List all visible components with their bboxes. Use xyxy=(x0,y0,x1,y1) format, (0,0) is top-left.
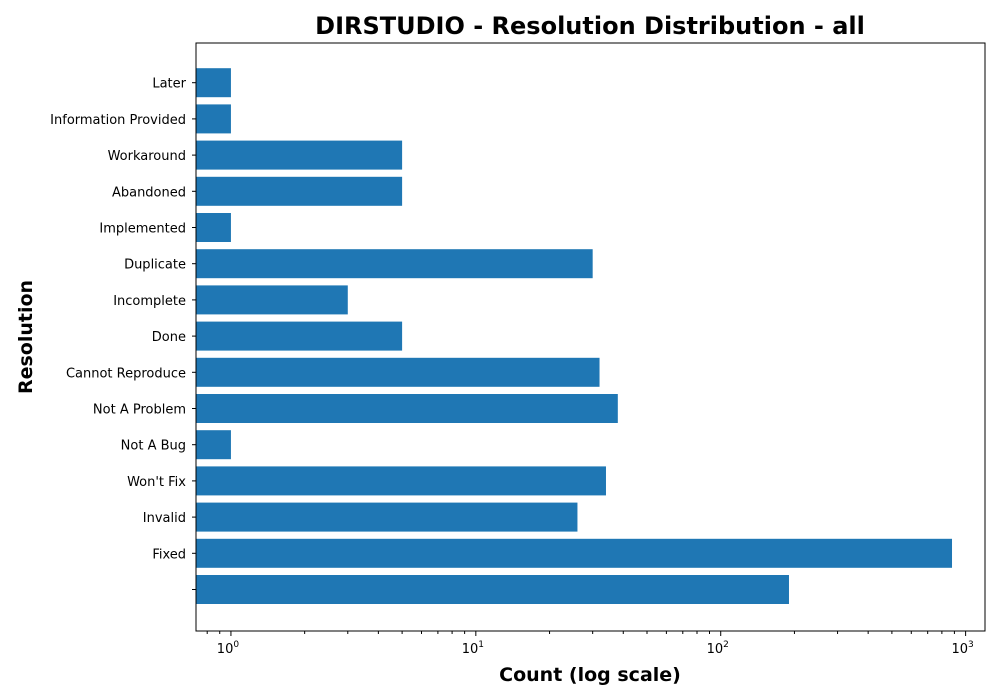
y-tick-label: Abandoned xyxy=(112,185,186,200)
x-tick-label: 102 xyxy=(707,640,729,657)
y-tick-label: Later xyxy=(152,77,186,92)
bar xyxy=(196,358,600,387)
bar xyxy=(196,466,606,495)
y-tick-label: Information Provided xyxy=(50,113,186,128)
bar xyxy=(196,575,789,604)
y-tick-label: Duplicate xyxy=(124,258,186,273)
bar xyxy=(196,539,952,568)
y-tick-label: Fixed xyxy=(152,547,186,562)
y-tick-label: Not A Bug xyxy=(121,439,186,454)
bar xyxy=(196,394,618,423)
y-tick-label: Done xyxy=(152,330,186,345)
chart-title: DIRSTUDIO - Resolution Distribution - al… xyxy=(315,12,865,40)
y-axis-ticks: Fixed Invalid Won't Fix Not A Bug Not A Prob… xyxy=(50,77,196,590)
bars-group xyxy=(196,68,952,604)
x-tick-label: 103 xyxy=(951,640,973,657)
bar xyxy=(196,249,593,278)
x-axis-label: Count (log scale) xyxy=(499,664,681,686)
y-tick-label: Won't Fix xyxy=(127,475,186,490)
bar xyxy=(196,104,231,133)
bar xyxy=(196,285,348,314)
x-axis-ticks: 100 101 102 103 xyxy=(207,631,974,657)
y-tick-label: Incomplete xyxy=(113,294,186,309)
bar xyxy=(196,503,577,532)
bar xyxy=(196,68,231,97)
y-tick-label: Not A Problem xyxy=(93,403,186,418)
bar xyxy=(196,430,231,459)
y-tick-label: Invalid xyxy=(143,511,186,526)
y-axis-label: Resolution xyxy=(15,280,37,394)
x-tick-label: 101 xyxy=(462,640,484,657)
bar xyxy=(196,141,402,170)
y-tick-label: Cannot Reproduce xyxy=(66,366,186,381)
y-tick-label: Implemented xyxy=(99,222,186,237)
bar xyxy=(196,213,231,242)
bar xyxy=(196,177,402,206)
bar xyxy=(196,322,402,351)
y-tick-label: Workaround xyxy=(108,149,186,164)
x-tick-label: 100 xyxy=(217,640,240,657)
